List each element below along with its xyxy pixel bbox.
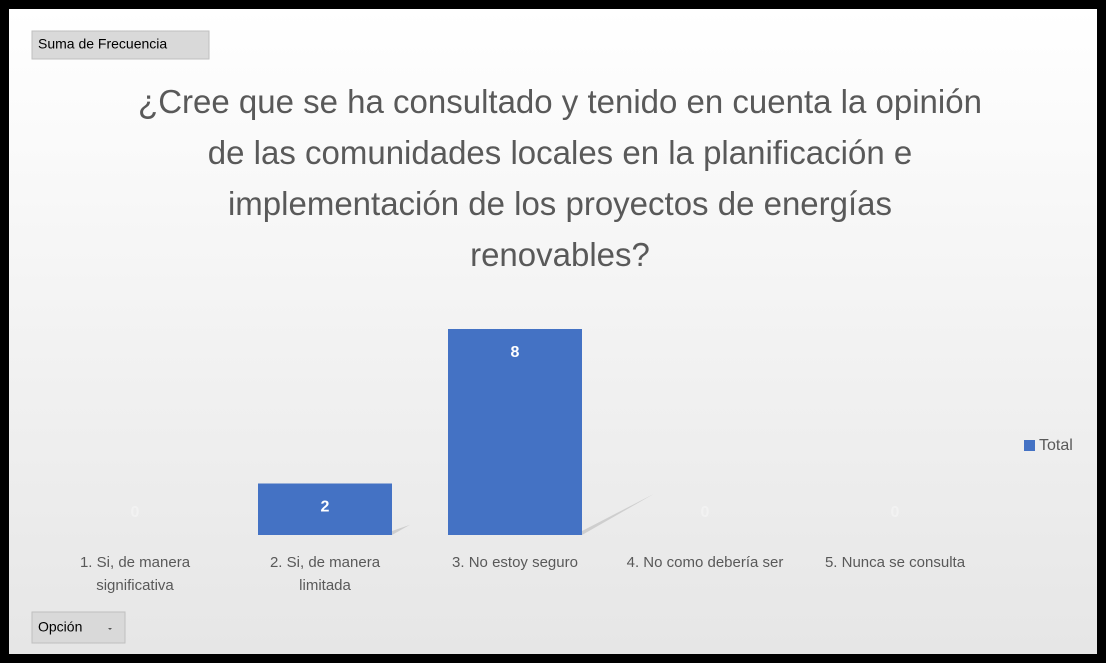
data-label: 2 (321, 499, 330, 516)
dropdown-arrow (108, 628, 112, 630)
x-tick-label: 2. Si, de manera limitada (270, 554, 381, 594)
data-label: 8 (511, 344, 520, 361)
value-field-label: Suma de Frecuencia (38, 36, 167, 52)
bar-shadow (392, 524, 411, 535)
bar (258, 483, 392, 535)
x-tick-label: 5. Nunca se consulta (825, 554, 966, 571)
data-label: 0 (131, 504, 140, 521)
x-tick-label: 4. No como debería ser (627, 554, 784, 571)
legend-swatch (1024, 440, 1035, 451)
bar-shadow (582, 493, 655, 535)
data-label: 0 (891, 504, 900, 521)
data-label: 0 (701, 504, 710, 521)
legend-label: Total (1039, 437, 1073, 454)
chart-title: ¿Cree que se ha consultado y tenido en c… (138, 83, 982, 273)
axis-field-button[interactable] (31, 611, 126, 644)
axis-field-label: Opción (38, 619, 82, 635)
bar (448, 329, 582, 535)
x-tick-label: 3. No estoy seguro (452, 554, 578, 571)
x-tick-label: 1. Si, de manera significativa (80, 554, 191, 594)
value-field-button[interactable] (31, 30, 210, 60)
